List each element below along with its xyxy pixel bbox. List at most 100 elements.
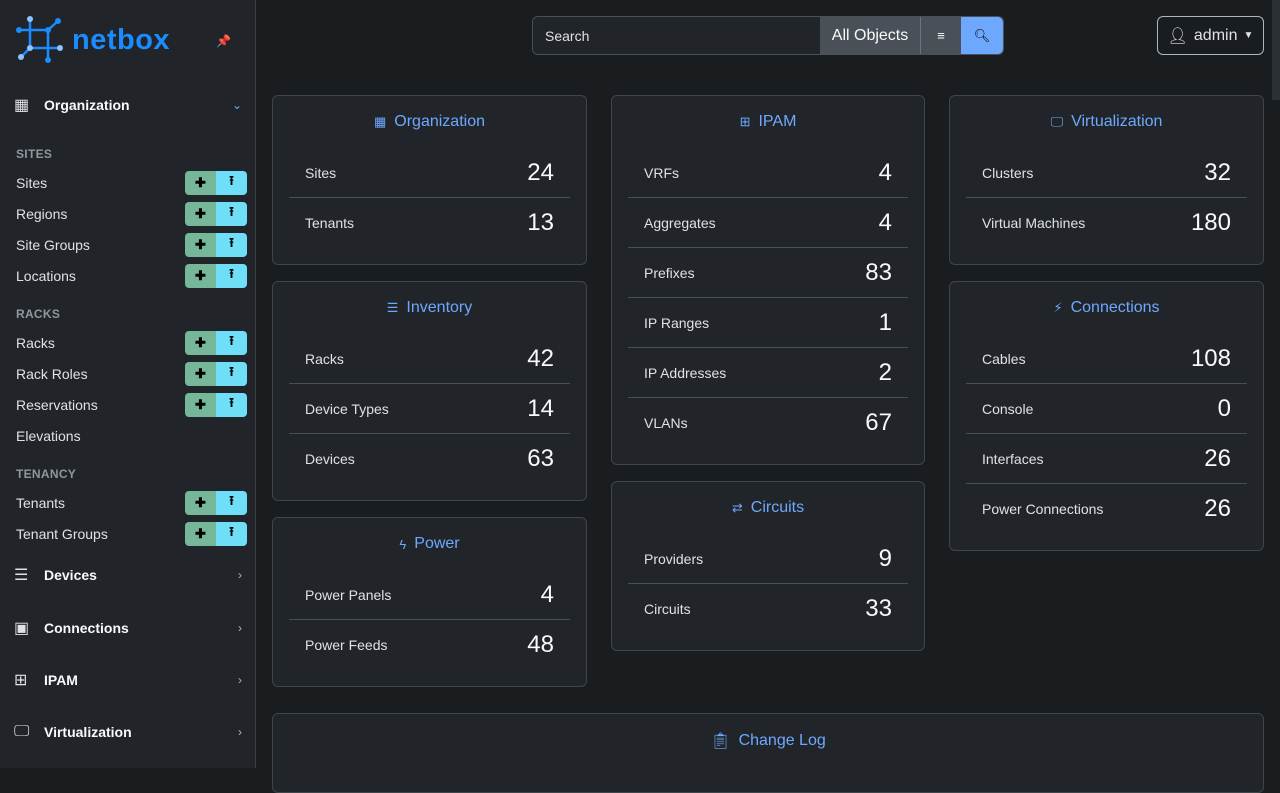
stat-row[interactable]: Cables 108 [966, 334, 1247, 384]
stat-row[interactable]: Power Panels 4 [289, 570, 570, 620]
item-label: Reservations [16, 397, 98, 413]
upload-icon[interactable]: ⭱ [216, 362, 247, 386]
card-title[interactable]: Organization [394, 113, 485, 130]
add-icon[interactable]: ✚ [185, 331, 216, 355]
pin-icon[interactable]: 📌 [216, 34, 231, 48]
card-inventory: ☰ Inventory Racks 42 Device Types 14 Device… [272, 281, 587, 501]
stat-row[interactable]: VRFs 4 [628, 148, 908, 198]
card-title[interactable]: Inventory [406, 299, 473, 316]
sidebar-item-elevations[interactable]: Elevations [16, 424, 247, 448]
filter-icon[interactable]: ≡ [921, 17, 961, 54]
add-icon[interactable]: ✚ [185, 393, 216, 417]
upload-icon[interactable]: ⭱ [216, 264, 247, 288]
stat-value: 26 [1204, 444, 1231, 472]
stat-label: IP Ranges [644, 314, 710, 331]
stat-label: Cables [982, 350, 1026, 367]
search-scope-select[interactable]: All Objects [820, 17, 921, 54]
card-title[interactable]: Power [414, 535, 460, 552]
stat-label: Clusters [982, 164, 1034, 181]
add-icon[interactable]: ✚ [185, 522, 216, 546]
sidebar-item-sites[interactable]: Sites ✚ ⭱ [16, 171, 247, 195]
add-icon[interactable]: ✚ [185, 264, 216, 288]
stat-label: Devices [305, 451, 355, 467]
upload-icon[interactable]: ⭱ [216, 202, 247, 226]
menu-devices[interactable]: ☰ Devices › [14, 560, 242, 590]
lightning-icon: ϟ [399, 536, 407, 552]
stat-row[interactable]: VLANs 67 [628, 398, 908, 448]
stat-value: 9 [878, 544, 892, 572]
search-button[interactable]: 🔍︎ [961, 17, 1003, 54]
stat-value: 108 [1190, 344, 1231, 372]
sidebar: netbox 📌 ▦ Organization ⌄ SITES Sites ✚ ⭱ … [0, 0, 256, 768]
stat-row[interactable]: Device Types 14 [289, 384, 570, 434]
search-input[interactable]: Search [533, 17, 820, 54]
user-menu-button[interactable]: 👤︎ admin ▼ [1157, 16, 1264, 55]
stat-value: 1 [878, 308, 892, 336]
sidebar-item-reservations[interactable]: Reservations ✚ ⭱ [16, 393, 247, 417]
stat-row[interactable]: Tenants 13 [289, 198, 570, 248]
sidebar-item-site-groups[interactable]: Site Groups ✚ ⭱ [16, 233, 247, 257]
upload-icon[interactable]: ⭱ [216, 491, 247, 515]
add-icon[interactable]: ✚ [185, 171, 216, 195]
stat-label: IP Addresses [644, 364, 727, 381]
sidebar-item-tenants[interactable]: Tenants ✚ ⭱ [16, 491, 247, 515]
stat-row[interactable]: Power Connections 26 [966, 484, 1247, 534]
stat-label: Device Types [305, 400, 389, 417]
stat-row[interactable]: Virtual Machines 180 [966, 198, 1247, 248]
add-icon[interactable]: ✚ [185, 233, 216, 257]
stat-row[interactable]: Devices 63 [289, 434, 570, 484]
stat-row[interactable]: IP Ranges 1 [628, 298, 908, 348]
global-search: Search All Objects ≡ 🔍︎ [532, 16, 1004, 55]
stat-value: 13 [527, 209, 554, 236]
menu-organization[interactable]: ▦ Organization ⌄ [14, 90, 242, 120]
server-icon: ☰ [14, 567, 29, 584]
stat-row[interactable]: Circuits 33 [628, 584, 908, 634]
stat-row[interactable]: Prefixes 83 [628, 248, 908, 298]
clipboard-clock-icon: 📋︎ [710, 733, 731, 750]
search-icon: 🔍︎ [973, 27, 991, 43]
scrollbar[interactable] [1272, 0, 1280, 100]
server-icon: ☰ [386, 300, 399, 315]
item-label: Sites [16, 175, 48, 191]
upload-icon[interactable]: ⭱ [216, 331, 247, 355]
stat-row[interactable]: IP Addresses 2 [628, 348, 908, 398]
add-icon[interactable]: ✚ [185, 202, 216, 226]
sidebar-item-racks[interactable]: Racks ✚ ⭱ [16, 331, 247, 355]
card-title[interactable]: Virtualization [1071, 113, 1163, 130]
sidebar-item-tenant-groups[interactable]: Tenant Groups ✚ ⭱ [16, 522, 247, 546]
stat-label: Console [982, 400, 1034, 417]
card-circuits: ⇄ Circuits Providers 9 Circuits 33 [611, 481, 925, 651]
building-icon: ▦ [14, 97, 30, 114]
stat-row[interactable]: Interfaces 26 [966, 434, 1247, 484]
add-icon[interactable]: ✚ [185, 491, 216, 515]
section-title: RACKS [16, 307, 61, 321]
upload-icon[interactable]: ⭱ [216, 522, 247, 546]
stat-row[interactable]: Providers 9 [628, 534, 908, 584]
stat-row[interactable]: Console 0 [966, 384, 1247, 434]
sidebar-item-rack-roles[interactable]: Rack Roles ✚ ⭱ [16, 362, 247, 386]
card-title[interactable]: IPAM [758, 113, 797, 130]
stat-label: Providers [644, 550, 704, 567]
upload-icon[interactable]: ⭱ [216, 393, 247, 417]
stat-row[interactable]: Sites 24 [289, 148, 570, 198]
card-title[interactable]: Change Log [738, 732, 826, 749]
menu-ipam[interactable]: ⊞ IPAM › [14, 665, 242, 695]
stat-row[interactable]: Aggregates 4 [628, 198, 908, 248]
add-icon[interactable]: ✚ [185, 362, 216, 386]
stat-row[interactable]: Racks 42 [289, 334, 570, 384]
stat-row[interactable]: Power Feeds 48 [289, 620, 570, 670]
menu-virtualization[interactable]: 🖵 Virtualization › [14, 717, 242, 747]
menu-connections[interactable]: ▣ Connections › [14, 613, 242, 643]
upload-icon[interactable]: ⭱ [216, 171, 247, 195]
card-virtualization: 🖵 Virtualization Clusters 32 Virtual Machi… [949, 95, 1264, 265]
sidebar-item-regions[interactable]: Regions ✚ ⭱ [16, 202, 247, 226]
sidebar-item-locations[interactable]: Locations ✚ ⭱ [16, 264, 247, 288]
chevron-right-icon: › [238, 673, 242, 687]
card-title[interactable]: Circuits [750, 499, 805, 516]
netbox-logo[interactable]: netbox [16, 16, 170, 64]
item-label: Regions [16, 206, 68, 222]
stat-row[interactable]: Clusters 32 [966, 148, 1247, 198]
upload-icon[interactable]: ⭱ [216, 233, 247, 257]
card-title[interactable]: Connections [1070, 299, 1160, 316]
stat-label: Interfaces [982, 450, 1044, 467]
